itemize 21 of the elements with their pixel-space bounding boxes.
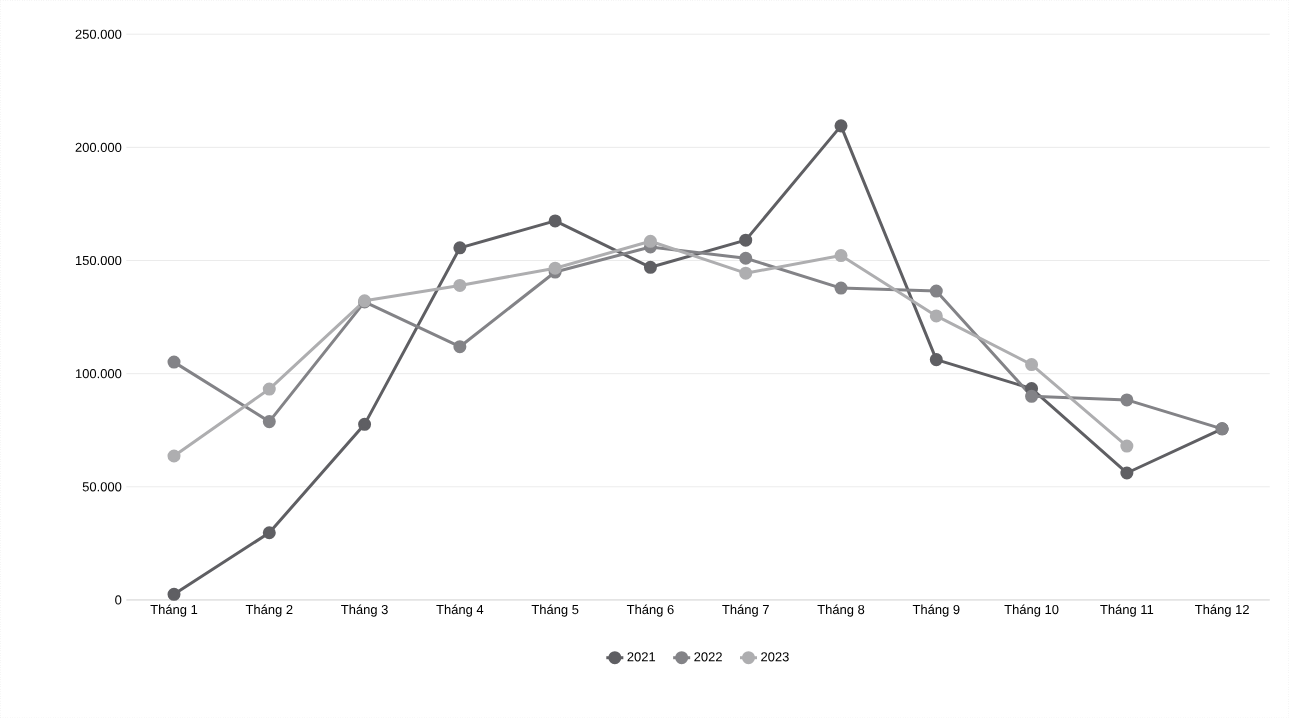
legend-label: 2021	[627, 652, 656, 662]
x-tick-label: Tháng 1	[150, 604, 198, 617]
y-tick-label: 100.000	[75, 368, 122, 379]
x-tick-label: Tháng 7	[722, 604, 769, 617]
x-tick-label: Tháng 11	[1100, 604, 1154, 617]
y-tick-label: 150.000	[75, 255, 122, 265]
x-tick-label: Tháng 10	[1004, 604, 1059, 617]
x-tick-label: Tháng 6	[626, 604, 674, 617]
y-tick-label: 200.000	[75, 142, 122, 152]
x-tick-label: Tháng 8	[817, 604, 865, 617]
x-tick-label: Tháng 9	[912, 604, 960, 617]
x-tick-label: Tháng 2	[245, 604, 293, 617]
y-tick-label: 250.000	[75, 29, 122, 39]
y-tick-label: 50.000	[82, 482, 122, 492]
legend-label: 2023	[761, 652, 789, 662]
y-tick-label: 0	[115, 595, 122, 605]
x-tick-label: Tháng 5	[531, 604, 579, 617]
x-tick-label: Tháng 4	[436, 604, 484, 617]
x-tick-label: Tháng 3	[341, 604, 388, 617]
legend-label: 2022	[694, 652, 722, 662]
x-tick-label: Tháng 12	[1195, 604, 1249, 617]
